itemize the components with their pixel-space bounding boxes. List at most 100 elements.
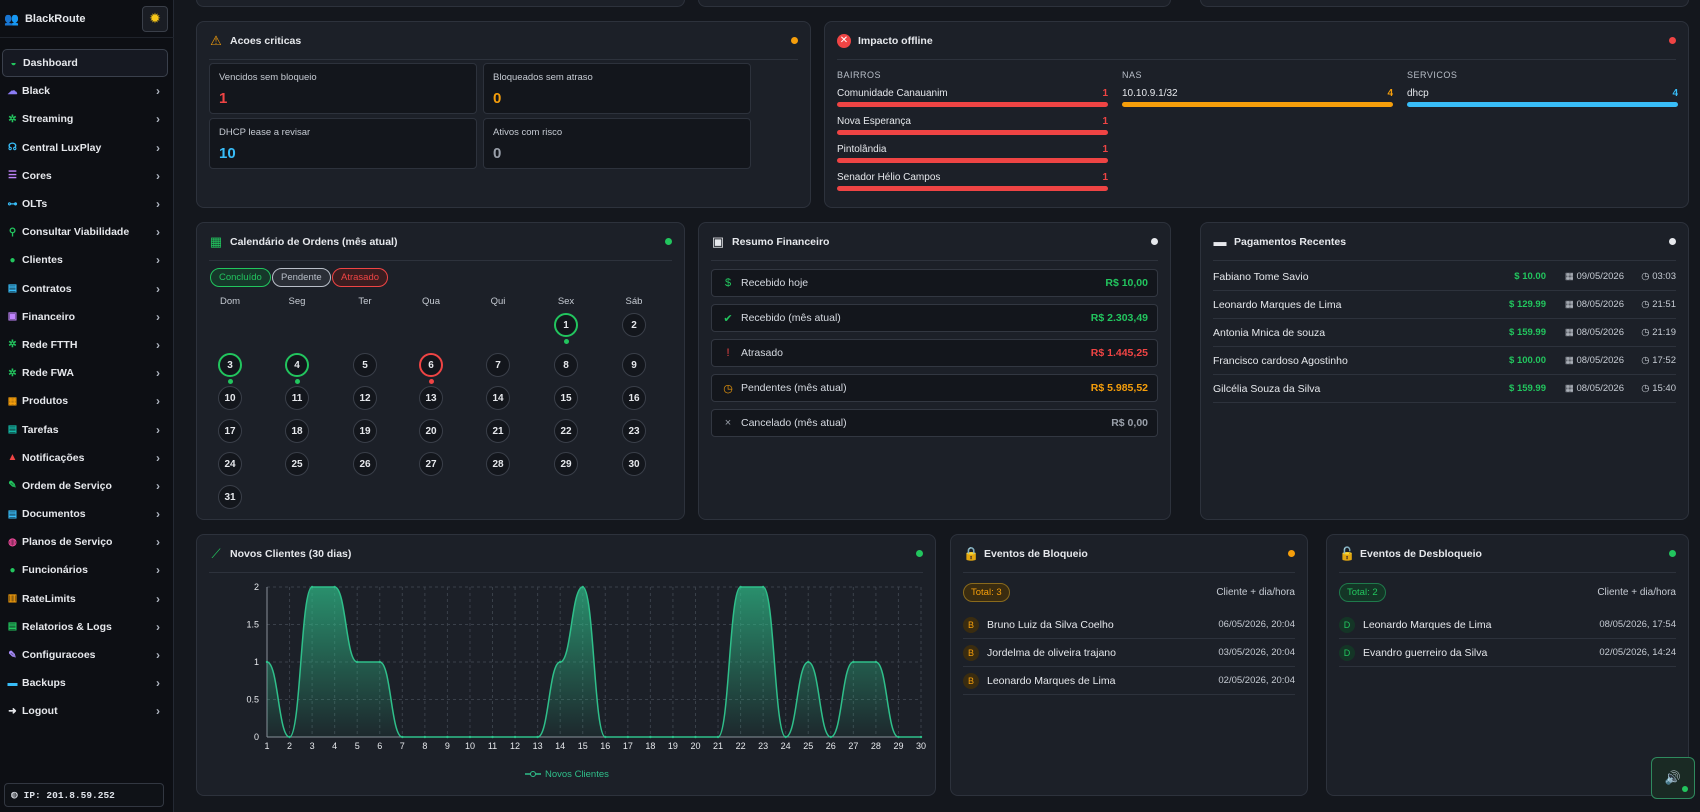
chevron-right-icon: ›: [156, 394, 160, 409]
calendar-day[interactable]: 12: [353, 386, 377, 410]
sidebar-item-relatorios-logs[interactable]: ▤ Relatorios & Logs ›: [0, 613, 174, 641]
sidebar-item-consultar-viabilidade[interactable]: ⚲ Consultar Viabilidade ›: [0, 218, 174, 246]
calendar-day[interactable]: 11: [285, 386, 309, 410]
total-badge: Total: 3: [963, 583, 1010, 602]
data-point: [333, 585, 336, 589]
calendar-day[interactable]: 17: [218, 419, 242, 443]
calendar-day[interactable]: 10: [218, 386, 242, 410]
sidebar-item-funcionarios[interactable]: ● Funcionários ›: [0, 556, 174, 584]
novos-clientes-header: ⟋ Novos Clientes (30 dias): [209, 535, 923, 573]
calendar-day[interactable]: 27: [419, 452, 443, 476]
calendario-card: ▦ Calendário de Ordens (mês atual) Concl…: [196, 222, 685, 520]
pagamentos-recentes-card: ▬ Pagamentos Recentes Fabiano Tome Savio…: [1200, 222, 1689, 520]
subtitle: Cliente + dia/hora: [1597, 587, 1676, 598]
sidebar-item-olts[interactable]: ⊶ OLTs ›: [0, 190, 174, 218]
resumo-financeiro-header: ▣ Resumo Financeiro: [711, 223, 1158, 261]
x-tick-label: 24: [781, 741, 791, 751]
sidebar-item-cores[interactable]: ☰ Cores ›: [0, 162, 174, 190]
calendar-day[interactable]: 23: [622, 419, 646, 443]
sidebar-item-ratelimits[interactable]: ▥ RateLimits ›: [0, 585, 174, 613]
clock-icon: ◷: [1641, 327, 1653, 338]
calendar-day[interactable]: 26: [353, 452, 377, 476]
amount-value: 10.00: [1522, 271, 1546, 282]
calendar-day[interactable]: 7: [486, 353, 510, 377]
event-datetime: 02/05/2026, 14:24: [1599, 647, 1676, 658]
sidebar-item-planos-de-servico[interactable]: ◍ Planos de Serviço ›: [0, 528, 174, 556]
calendar-day[interactable]: 6: [419, 353, 443, 377]
event-row: D Evandro guerreiro da Silva 02/05/2026, 1…: [1339, 639, 1676, 667]
chevron-right-icon: ›: [156, 309, 160, 324]
sidebar-item-clientes[interactable]: ● Clientes ›: [0, 246, 174, 274]
calendar-day[interactable]: 18: [285, 419, 309, 443]
card-title: Pagamentos Recentes: [1234, 235, 1347, 248]
calendar-day[interactable]: 1: [554, 313, 578, 337]
sidebar-item-label: Backups: [22, 677, 66, 690]
sidebar-item-financeiro[interactable]: ▣ Financeiro ›: [0, 303, 174, 331]
calendar-day[interactable]: 14: [486, 386, 510, 410]
theme-toggle-button[interactable]: ✹: [142, 5, 168, 32]
sidebar-item-backups[interactable]: ▬ Backups ›: [0, 669, 174, 697]
sidebar-item-documentos[interactable]: ▤ Documentos ›: [0, 500, 174, 528]
calendar-day[interactable]: 31: [218, 485, 242, 509]
data-point: [829, 735, 832, 739]
calendar-day[interactable]: 25: [285, 452, 309, 476]
calendar-day[interactable]: 8: [554, 353, 578, 377]
sidebar-item-dashboard[interactable]: ◒ Dashboard: [2, 49, 168, 78]
payment-amount: $ 100.00: [1486, 355, 1546, 366]
data-point: [671, 735, 675, 739]
sidebar-item-streaming[interactable]: ✲ Streaming ›: [0, 105, 174, 133]
sidebar-item-configuracoes[interactable]: ✎ Configuracoes ›: [0, 641, 174, 669]
calendar-day[interactable]: 28: [486, 452, 510, 476]
calendar-day[interactable]: 21: [486, 419, 510, 443]
sidebar-item-black[interactable]: ☁ Black ›: [0, 77, 174, 105]
total-badge: Total: 2: [1339, 583, 1386, 602]
x-tick-label: 10: [465, 741, 475, 751]
calendar-icon: ▦: [1564, 299, 1577, 310]
weekday-3: Qua: [422, 296, 440, 307]
sidebar-item-label: Financeiro: [22, 310, 76, 323]
finance-value: R$ 10,00: [1105, 277, 1148, 289]
calendar-day[interactable]: 4: [285, 353, 309, 377]
weekday-0: Dom: [219, 296, 241, 307]
sidebar-item-ordem-de-servico[interactable]: ✎ Ordem de Serviço ›: [0, 472, 174, 500]
payment-row: Antonia Mnica de souza $ 159.99 ▦ 08/05/20…: [1213, 319, 1676, 347]
sound-toggle-button[interactable]: 🔊: [1651, 757, 1695, 799]
payment-date: ▦ 08/05/2026: [1546, 383, 1624, 394]
calendar-day[interactable]: 3: [218, 353, 242, 377]
finance-label: Cancelado (mês atual): [741, 417, 847, 429]
date-value: 08/05/2026: [1576, 355, 1624, 366]
sidebar-item-central-luxplay[interactable]: ☊ Central LuxPlay ›: [0, 134, 174, 162]
calendar-day[interactable]: 22: [554, 419, 578, 443]
payer-name: Francisco cardoso Agostinho: [1213, 354, 1348, 367]
payer-name: Leonardo Marques de Lima: [1213, 298, 1342, 311]
calendar-day[interactable]: 9: [622, 353, 646, 377]
impacto-row: 10.10.9.1/32 4: [1122, 88, 1393, 114]
calendar-day[interactable]: 2: [622, 313, 646, 337]
event-row: D Leonardo Marques de Lima 08/05/2026, 17:…: [1339, 611, 1676, 639]
sidebar-item-logout[interactable]: ➜ Logout ›: [0, 697, 174, 725]
amount-value: 159.99: [1516, 383, 1546, 394]
calendar-day[interactable]: 16: [622, 386, 646, 410]
payer-name: Antonia Mnica de souza: [1213, 326, 1326, 339]
sidebar-item-rede-fwa[interactable]: ✲ Rede FWA ›: [0, 359, 174, 387]
brand-name: BlackRoute: [24, 12, 86, 25]
calendar-day[interactable]: 30: [622, 452, 646, 476]
calendar-day[interactable]: 24: [218, 452, 242, 476]
weekday-1: Seg: [288, 296, 306, 307]
sidebar-item-label: Central LuxPlay: [22, 141, 102, 154]
sidebar-item-contratos[interactable]: ▤ Contratos ›: [0, 275, 174, 303]
row-value: 1: [1102, 172, 1108, 183]
sidebar-item-rede-ftth[interactable]: ✲ Rede FTTH ›: [0, 331, 174, 359]
sidebar-item-tarefas[interactable]: ▤ Tarefas ›: [0, 415, 174, 443]
impacto-row: Senador Hélio Campos 1: [837, 172, 1108, 198]
calendar-day[interactable]: 29: [554, 452, 578, 476]
sidebar-item-notificacoes[interactable]: ▲ Notificações ›: [0, 444, 174, 472]
calendar-day[interactable]: 19: [353, 419, 377, 443]
x-tick-label: 6: [377, 741, 382, 751]
sidebar-item-produtos[interactable]: ▦ Produtos ›: [0, 387, 174, 415]
calendar-day[interactable]: 20: [419, 419, 443, 443]
calendar-day[interactable]: 15: [554, 386, 578, 410]
calendar-day[interactable]: 13: [419, 386, 443, 410]
time-value: 15:40: [1652, 383, 1676, 394]
calendar-day[interactable]: 5: [353, 353, 377, 377]
